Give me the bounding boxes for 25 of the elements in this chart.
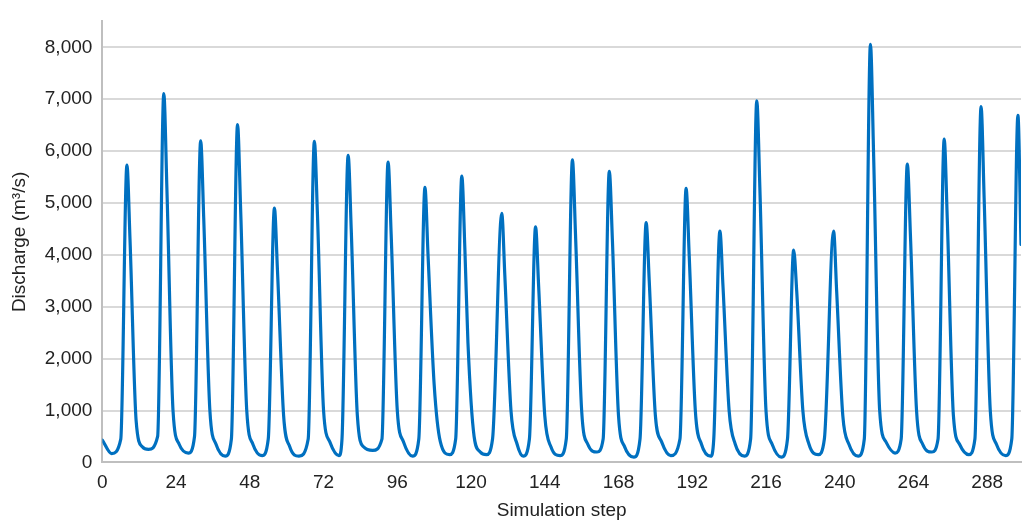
x-tick-label: 24 [165,471,188,493]
y-axis-title: Discharge (m³/s) [7,171,29,313]
x-tick-label: 288 [971,471,1004,493]
x-tick-label: 240 [823,471,856,493]
x-tick-label: 216 [750,471,782,493]
x-tick-label: 0 [97,471,108,493]
y-tick-label: 2,000 [44,346,93,368]
x-tick-label: 264 [897,471,930,493]
x-tick-label: 120 [455,471,487,493]
y-tick-label: 6,000 [44,139,93,161]
x-axis-title: Simulation step [496,498,627,520]
x-tick-label: 144 [528,471,562,493]
y-tick-label: 5,000 [44,191,93,213]
y-tick-label: 0 [81,450,93,472]
line-series [102,42,1021,459]
x-tick-label: 48 [239,471,261,493]
x-tick-label: 96 [386,471,408,493]
y-tick-label: 3,000 [44,294,93,316]
x-tick-label: 192 [676,471,709,493]
x-tick-label: 168 [602,471,635,493]
y-tick-label: 1,000 [44,398,93,420]
y-tick-label: 7,000 [44,87,93,109]
y-tick-label: 8,000 [44,35,93,57]
x-tick-label: 72 [312,471,335,493]
y-tick-label: 4,000 [44,243,93,265]
